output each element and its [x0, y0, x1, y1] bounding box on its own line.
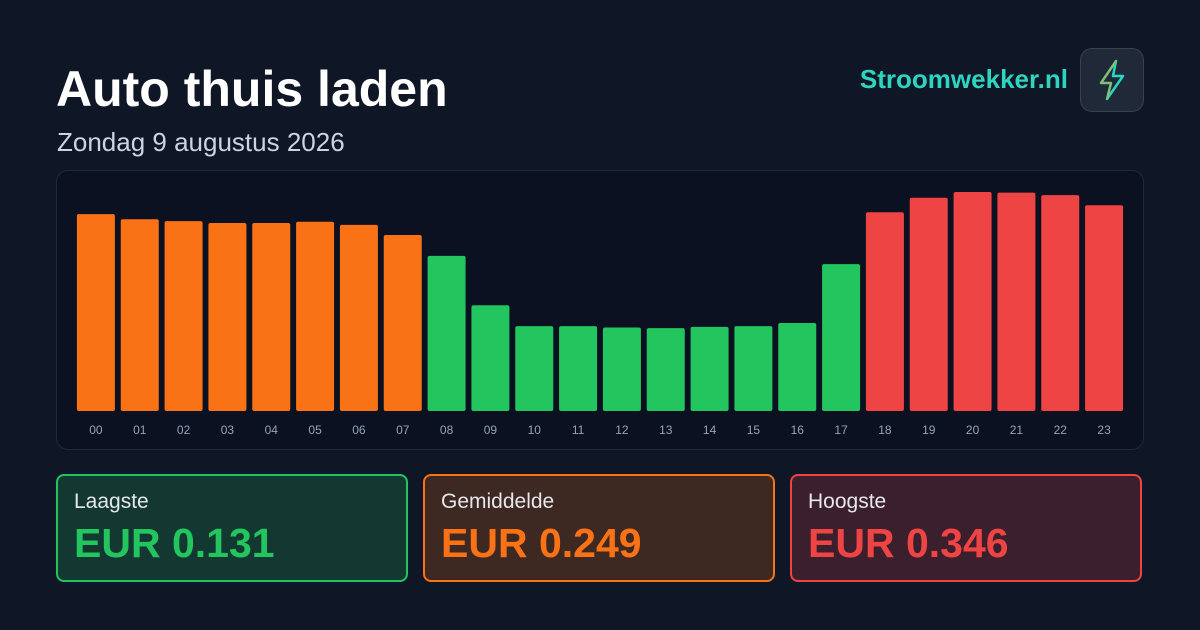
bar	[559, 326, 598, 411]
brand: Stroomwekker.nl	[859, 64, 1068, 94]
x-tick-label: 23	[1097, 423, 1111, 437]
stat-card: Hoogste EUR 0.346	[790, 474, 1142, 582]
bar	[1041, 195, 1080, 411]
x-tick-label: 01	[133, 423, 147, 437]
x-tick-label: 13	[659, 423, 673, 437]
x-tick-label: 12	[615, 423, 629, 437]
x-tick-label: 21	[1010, 423, 1024, 437]
x-tick-label: 14	[703, 423, 717, 437]
bar	[865, 212, 904, 411]
x-tick-label: 00	[89, 423, 103, 437]
bar	[120, 219, 159, 411]
bar	[646, 328, 685, 411]
x-tick-label: 04	[265, 423, 279, 437]
x-tick-label: 15	[747, 423, 761, 437]
bar	[427, 255, 466, 411]
bar	[252, 223, 291, 411]
bar	[690, 326, 729, 411]
x-tick-label: 20	[966, 423, 980, 437]
bar	[734, 326, 773, 411]
x-tick-label: 17	[834, 423, 848, 437]
subtitle: Zondag 9 augustus 2026	[57, 127, 345, 157]
chart: 00 01 02 03 04 05 06 07 08 09 10 11 12 13 14 15 16 17 18 19…	[76, 192, 1124, 437]
bar	[515, 326, 554, 411]
x-tick-label: 07	[396, 423, 410, 437]
stat-label: Hoogste	[808, 490, 887, 513]
x-tick-label: 09	[484, 423, 498, 437]
bar	[383, 235, 422, 411]
x-tick-label: 16	[791, 423, 805, 437]
stat-label: Gemiddelde	[441, 490, 555, 513]
x-tick-label: 19	[922, 423, 936, 437]
bar	[997, 192, 1036, 411]
logo-icon	[1099, 59, 1125, 101]
x-tick-label: 18	[878, 423, 892, 437]
x-tick-label: 03	[221, 423, 235, 437]
x-tick-label: 02	[177, 423, 191, 437]
title: Auto thuis laden	[56, 61, 448, 117]
bar	[1085, 205, 1124, 411]
x-tick-label: 08	[440, 423, 454, 437]
stat-value: EUR 0.249	[441, 520, 642, 566]
bar	[953, 192, 992, 411]
x-tick-label: 05	[308, 423, 322, 437]
stat-value: EUR 0.131	[74, 520, 275, 566]
bar	[208, 223, 247, 411]
x-tick-label: 10	[528, 423, 542, 437]
stat-card: Gemiddelde EUR 0.249	[423, 474, 775, 582]
bar	[164, 221, 203, 411]
stat-card: Laagste EUR 0.131	[56, 474, 408, 582]
stat-label: Laagste	[74, 490, 149, 513]
bar	[602, 327, 641, 411]
bar	[76, 214, 115, 411]
x-tick-label: 06	[352, 423, 366, 437]
stat-value: EUR 0.346	[808, 520, 1009, 566]
x-tick-label: 11	[572, 423, 585, 437]
x-tick-label: 22	[1054, 423, 1068, 437]
logo	[1080, 48, 1144, 112]
bar	[822, 264, 861, 411]
bar	[296, 221, 335, 411]
bar	[778, 323, 817, 411]
bar	[909, 197, 948, 411]
bar	[339, 224, 378, 411]
bar	[471, 305, 510, 411]
